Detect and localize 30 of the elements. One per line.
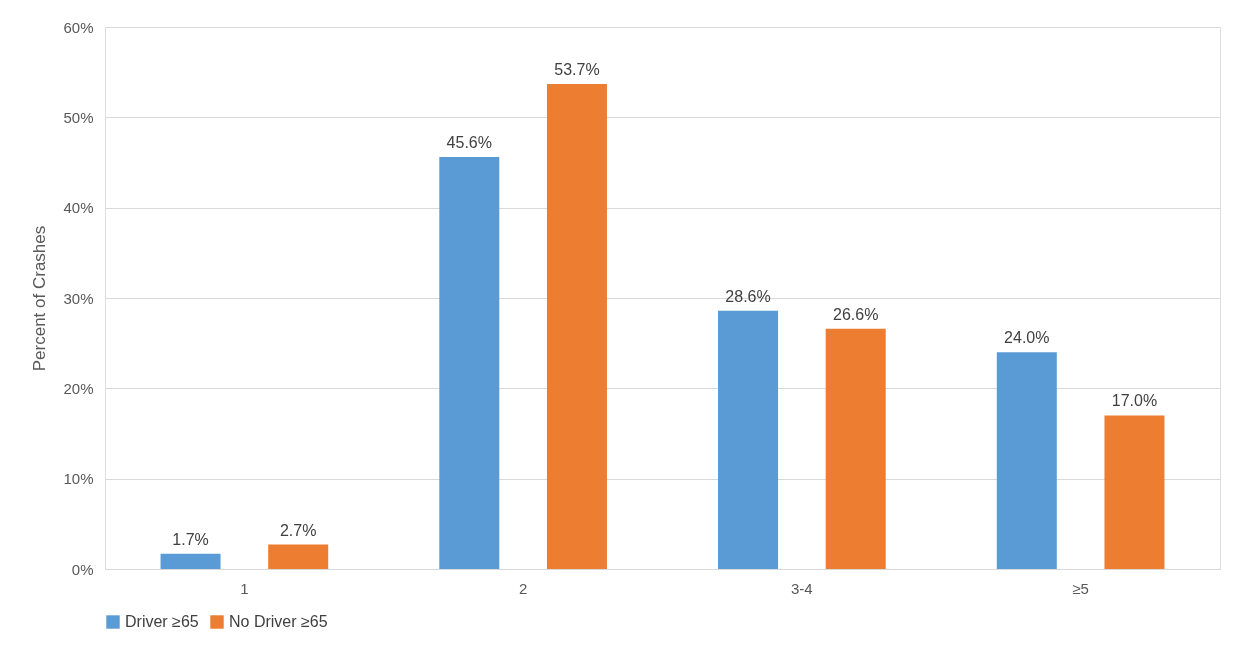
y-tick-label: 60% [63, 18, 94, 36]
legend-label: No Driver ≥65 [229, 613, 328, 630]
bar [268, 544, 329, 569]
y-tick-label: 0% [71, 560, 94, 578]
bar [439, 157, 500, 569]
x-tick-label: 1 [240, 579, 249, 597]
y-tick-label: 20% [63, 379, 94, 397]
data-label: 24.0% [1004, 329, 1050, 347]
x-tick-label: 3-4 [791, 579, 813, 597]
bar [1104, 415, 1165, 569]
data-label: 1.7% [172, 530, 209, 548]
bar [996, 352, 1057, 569]
data-label: 2.7% [279, 521, 317, 539]
y-tick-label: 40% [63, 199, 94, 217]
bar [546, 83, 607, 569]
data-label: 17.0% [1111, 392, 1158, 410]
y-tick-label: 30% [63, 289, 94, 307]
bar [825, 328, 886, 569]
y-axis-title: Percent of Crashes [30, 225, 50, 372]
x-tick-label: 2 [518, 579, 528, 597]
data-label: 45.6% [446, 134, 492, 152]
y-tick-label: 50% [63, 108, 94, 126]
bar [160, 553, 221, 569]
data-label: 53.7% [554, 60, 600, 78]
y-tick-label: 10% [63, 470, 94, 488]
legend-label: Driver ≥65 [125, 613, 199, 630]
data-label: 28.6% [725, 287, 771, 305]
data-label: 26.6% [833, 305, 879, 323]
bar [718, 310, 779, 569]
x-tick-label: ≥5 [1072, 579, 1089, 597]
